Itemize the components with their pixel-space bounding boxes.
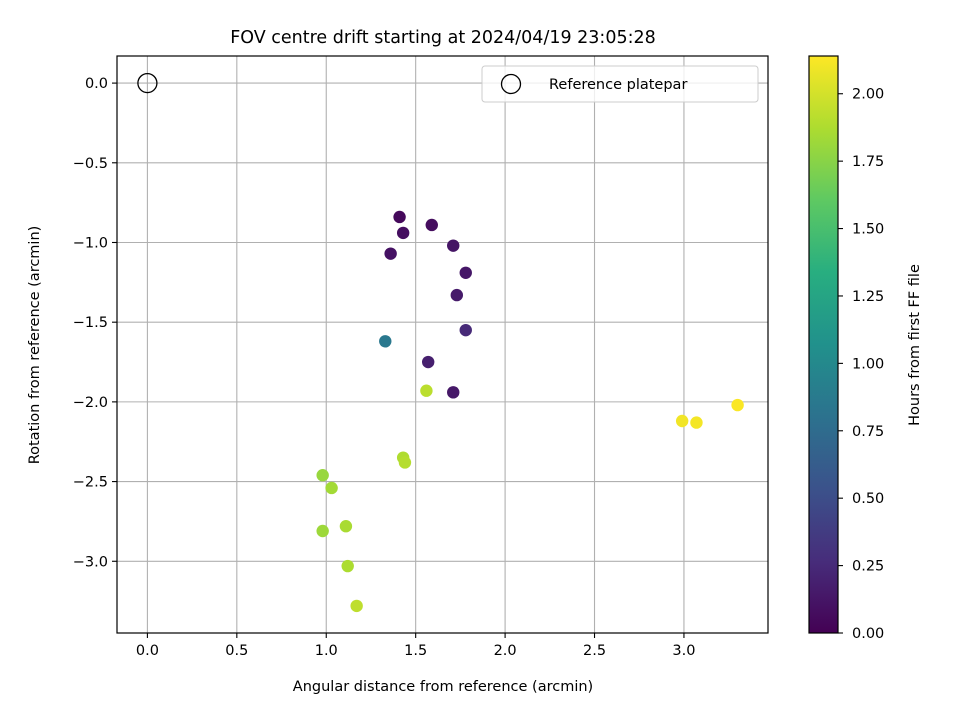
- data-point: [393, 210, 406, 224]
- data-point: [421, 355, 435, 369]
- colorbar-tick-label: 1.50: [852, 222, 884, 238]
- legend-marker-icon: [500, 73, 522, 95]
- data-point: [379, 335, 392, 348]
- data-point: [459, 323, 472, 337]
- colorbar-label: Hours from first FF file: [907, 264, 923, 426]
- gridlines: [117, 56, 768, 633]
- legend-box: [481, 65, 759, 103]
- plot-frame: [116, 55, 769, 634]
- data-point: [341, 559, 354, 573]
- y-tick-label: −0.5: [73, 156, 108, 172]
- x-tick-label: 0.0: [136, 643, 159, 659]
- data-point: [316, 524, 329, 538]
- plot-background: [117, 56, 768, 633]
- colorbar-tick-label: 0.50: [852, 491, 884, 507]
- data-point: [459, 266, 472, 279]
- colorbar-tick-label: 1.00: [852, 356, 884, 372]
- data-point: [447, 386, 460, 399]
- y-tick-label: −1.0: [73, 235, 108, 251]
- x-tick-label: 2.0: [494, 643, 517, 659]
- y-tick-label: −3.0: [73, 554, 108, 570]
- colorbar-tick-label: 1.75: [852, 154, 884, 170]
- colorbar-tick-label: 0.25: [852, 559, 884, 575]
- data-point: [384, 247, 397, 260]
- data-point: [325, 481, 338, 495]
- y-tick-label: −2.5: [73, 475, 108, 491]
- y-axis-label: Rotation from reference (arcmin): [27, 226, 43, 465]
- data-point: [420, 384, 433, 397]
- y-tick-label: −2.0: [73, 395, 108, 411]
- data-point: [731, 398, 744, 412]
- colorbar-tick-label: 0.00: [852, 626, 884, 642]
- x-tick-label: 1.5: [404, 643, 427, 659]
- data-point: [398, 456, 412, 469]
- y-axis-ticks: 0.0 −0.5 −1.0 −1.5 −2.0 −2.5 −3.0: [73, 76, 117, 570]
- x-tick-label: 3.0: [672, 643, 695, 659]
- x-tick-label: 2.5: [583, 643, 606, 659]
- colorbar-ticks: 0.00 0.25 0.50 0.75 1.00 1.25 1.50 1.75 2.00: [838, 87, 884, 642]
- x-axis-ticks: 0.0 0.5 1.0 1.5 2.0 2.5 3.0: [136, 633, 695, 659]
- colorbar-tick-label: 2.00: [852, 87, 884, 103]
- data-points: [316, 210, 744, 613]
- data-point: [350, 599, 363, 613]
- chart-title: FOV centre drift starting at 2024/04/19 …: [230, 28, 656, 48]
- data-point: [316, 469, 329, 482]
- x-axis-label: Angular distance from reference (arcmin): [293, 679, 593, 695]
- x-tick-label: 1.0: [315, 643, 338, 659]
- x-tick-label: 0.5: [225, 643, 248, 659]
- reference-marker: [137, 72, 158, 94]
- colorbar-tick-label: 1.25: [852, 289, 884, 305]
- legend-label: Reference platepar: [549, 77, 687, 93]
- y-tick-label: −1.5: [73, 315, 108, 331]
- data-point: [339, 520, 353, 533]
- data-point: [425, 218, 438, 232]
- y-tick-label: 0.0: [85, 76, 108, 92]
- colorbar-tick-label: 0.75: [852, 424, 884, 440]
- data-point: [396, 226, 410, 240]
- colorbar: [808, 55, 839, 634]
- data-point: [447, 239, 460, 252]
- legend: Reference platepar: [481, 65, 759, 103]
- data-point: [450, 288, 464, 302]
- data-point: [675, 414, 689, 428]
- data-point: [690, 416, 703, 429]
